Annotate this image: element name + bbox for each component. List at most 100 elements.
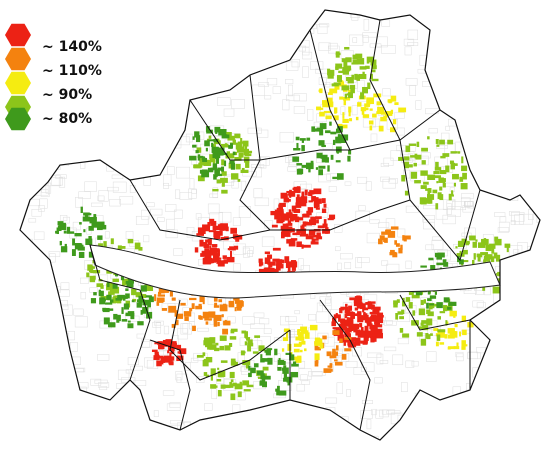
block-outline	[367, 352, 382, 358]
block-outline	[414, 433, 424, 440]
block-patch	[420, 338, 427, 346]
block-outline	[63, 128, 72, 136]
block-outline	[149, 81, 159, 90]
block-patch	[420, 322, 424, 326]
block-patch	[348, 317, 354, 325]
block-patch	[436, 144, 440, 147]
block-patch	[449, 310, 457, 317]
block-outline	[160, 427, 166, 433]
block-patch	[285, 332, 289, 338]
block-patch	[168, 361, 173, 365]
block-patch	[257, 370, 264, 375]
block-patch	[120, 275, 125, 281]
block-outline	[43, 383, 56, 393]
block-patch	[462, 344, 468, 347]
block-patch	[170, 342, 177, 349]
block-outline	[139, 13, 149, 21]
block-patch	[325, 101, 334, 108]
block-outline	[308, 371, 323, 377]
block-patch	[297, 329, 302, 332]
block-outline	[392, 354, 404, 366]
block-patch	[213, 305, 220, 308]
block-patch	[439, 342, 445, 345]
block-patch	[97, 235, 103, 240]
block-patch	[195, 135, 201, 143]
block-outline	[104, 231, 110, 239]
block-outline	[513, 391, 521, 399]
block-patch	[315, 167, 319, 170]
block-patch	[443, 262, 449, 267]
block-outline	[143, 235, 150, 243]
block-patch	[298, 341, 302, 346]
block-patch	[212, 258, 216, 261]
block-patch	[450, 151, 458, 154]
block-patch	[276, 267, 281, 271]
block-outline	[259, 157, 267, 169]
block-patch	[314, 353, 320, 360]
block-patch	[262, 381, 267, 388]
block-patch	[353, 301, 361, 307]
block-outline	[63, 147, 72, 159]
block-outline	[441, 132, 450, 144]
block-patch	[108, 291, 112, 298]
block-patch	[112, 278, 119, 283]
block-patch	[174, 310, 178, 317]
block-patch	[243, 389, 251, 392]
block-outline	[405, 78, 418, 86]
block-patch	[370, 59, 377, 66]
block-outline	[345, 361, 358, 368]
block-patch	[277, 216, 281, 223]
block-patch	[103, 317, 110, 325]
block-patch	[201, 169, 208, 174]
block-patch	[213, 314, 222, 321]
block-patch	[292, 187, 298, 191]
block-patch	[314, 345, 318, 348]
block-outline	[508, 382, 521, 387]
block-patch	[448, 346, 455, 350]
block-patch	[313, 188, 322, 195]
block-patch	[434, 167, 442, 171]
block-patch	[292, 156, 300, 162]
block-outline	[190, 357, 199, 363]
block-outline	[512, 165, 522, 174]
block-patch	[277, 366, 282, 371]
block-patch	[411, 320, 419, 326]
block-patch	[318, 169, 324, 176]
block-patch	[220, 360, 228, 363]
block-outline	[115, 138, 122, 143]
block-outline	[455, 351, 464, 358]
block-outline	[404, 46, 412, 56]
block-outline	[90, 378, 102, 386]
block-outline	[228, 21, 239, 32]
block-patch	[422, 198, 431, 202]
block-patch	[367, 304, 374, 310]
block-patch	[385, 111, 393, 116]
block-outline	[161, 120, 173, 129]
block-patch	[371, 69, 376, 73]
block-patch	[209, 258, 217, 263]
block-outline	[206, 12, 217, 23]
block-patch	[497, 271, 501, 277]
block-outline	[59, 366, 66, 375]
block-outline	[111, 101, 119, 108]
block-patch	[189, 297, 197, 301]
block-patch	[413, 162, 417, 167]
block-patch	[494, 238, 502, 246]
block-outline	[370, 133, 378, 143]
block-outline	[171, 78, 177, 84]
block-outline	[529, 203, 540, 209]
block-patch	[229, 336, 237, 340]
block-patch	[270, 210, 277, 216]
block-outline	[300, 265, 310, 272]
block-outline	[127, 357, 139, 366]
block-patch	[199, 296, 205, 303]
block-outline	[179, 18, 185, 25]
block-patch	[338, 316, 341, 322]
block-outline	[137, 57, 150, 62]
block-patch	[357, 331, 366, 338]
block-outline	[498, 386, 511, 392]
block-outline	[405, 260, 412, 269]
block-outline	[228, 15, 234, 22]
